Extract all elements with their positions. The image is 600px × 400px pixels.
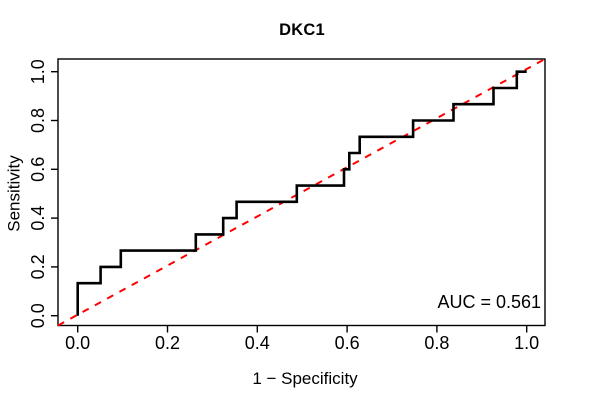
roc-curve-line: [76, 70, 527, 316]
plot-box: [57, 58, 546, 327]
auc-annotation: AUC = 0.561: [437, 292, 541, 312]
x-tick-label: 0.4: [245, 333, 270, 353]
y-tick-label: 0.6: [28, 157, 48, 182]
x-tick-label: 0.6: [335, 333, 360, 353]
x-tick-label: 1.0: [514, 333, 539, 353]
y-tick-label: 1.0: [28, 59, 48, 84]
y-tick-label: 0.4: [28, 206, 48, 231]
y-tick-label: 0.0: [28, 303, 48, 328]
x-tick-label: 0.8: [424, 333, 449, 353]
x-tick-label: 0.2: [155, 333, 180, 353]
y-tick-label: 0.2: [28, 254, 48, 279]
chart-title: DKC1: [279, 21, 325, 39]
y-tick-label: 0.8: [28, 108, 48, 133]
chance-diagonal-line: [57, 58, 546, 327]
x-tick-label: 0.0: [65, 333, 90, 353]
x-axis-title: 1 − Specificity: [252, 369, 358, 388]
